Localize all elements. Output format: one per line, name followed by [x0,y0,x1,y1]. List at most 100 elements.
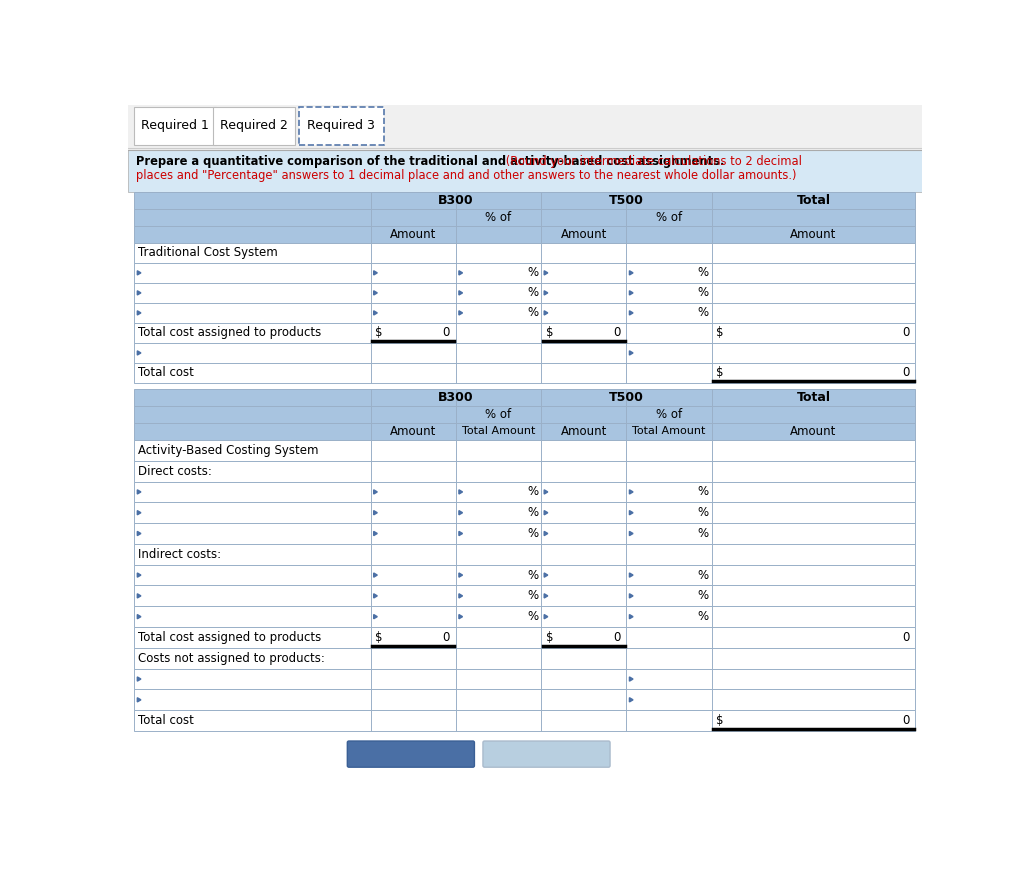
Text: 0: 0 [442,631,450,644]
Polygon shape [459,614,463,619]
Text: 0: 0 [902,714,909,727]
Bar [134,262,915,283]
Polygon shape [374,614,377,619]
Bar [134,226,915,243]
Text: Costs not assigned to products:: Costs not assigned to products: [138,652,325,665]
Bar [134,423,915,440]
Text: %: % [697,486,709,499]
Bar [134,481,915,502]
Bar [128,105,922,150]
Bar [134,668,915,690]
Polygon shape [630,697,633,702]
Bar [134,389,915,406]
Polygon shape [137,573,141,578]
Bar [134,648,915,668]
Polygon shape [459,290,463,295]
Polygon shape [459,594,463,598]
Bar [134,440,915,461]
Text: %: % [527,286,539,299]
Bar [134,107,216,145]
Text: Required 2: Required 2 [220,119,288,132]
Text: Total: Total [797,391,830,404]
Bar [134,192,915,209]
Bar [134,343,915,363]
Polygon shape [459,270,463,275]
Polygon shape [630,311,633,315]
Polygon shape [459,531,463,536]
Text: Prepare a quantitative comparison of the traditional and activity-based cost ass: Prepare a quantitative comparison of the… [136,156,724,169]
Text: Amount: Amount [791,228,837,241]
Text: 0: 0 [902,631,909,644]
Polygon shape [459,490,463,494]
Text: Amount: Amount [560,425,607,438]
Text: 0: 0 [902,367,909,380]
Text: Amount: Amount [791,425,837,438]
Text: $: $ [546,326,553,340]
Text: Traditional Cost System: Traditional Cost System [138,247,278,259]
Text: Amount: Amount [560,228,607,241]
Polygon shape [374,511,377,514]
Bar [134,627,915,648]
Polygon shape [374,290,377,295]
Polygon shape [544,511,548,514]
Polygon shape [374,573,377,578]
Text: %: % [697,569,709,582]
Text: %: % [527,266,539,279]
Text: Total: Total [797,194,830,207]
Text: $: $ [375,326,383,340]
Text: Total cost assigned to products: Total cost assigned to products [138,631,322,644]
Text: 0: 0 [442,326,450,340]
Text: $: $ [546,631,553,644]
Polygon shape [137,677,141,681]
Text: 0: 0 [902,326,909,340]
Polygon shape [630,351,633,355]
Bar [134,523,915,544]
Text: %: % [527,507,539,519]
Bar [134,243,915,262]
Text: %: % [527,569,539,582]
Polygon shape [137,614,141,619]
Polygon shape [630,511,633,514]
FancyBboxPatch shape [347,741,474,767]
Polygon shape [544,490,548,494]
Text: %: % [697,286,709,299]
Polygon shape [137,511,141,514]
Polygon shape [544,531,548,536]
Text: $: $ [716,714,724,727]
Text: %: % [697,266,709,279]
Polygon shape [630,594,633,598]
Text: Total cost: Total cost [138,714,194,727]
Text: B300: B300 [438,391,474,404]
Text: % of: % of [656,211,682,224]
Polygon shape [544,270,548,275]
Polygon shape [630,614,633,619]
Text: Amount: Amount [390,228,436,241]
Polygon shape [630,490,633,494]
Polygon shape [137,531,141,536]
Bar [134,209,915,226]
Polygon shape [374,311,377,315]
Polygon shape [137,697,141,702]
Bar [128,150,922,192]
Bar [134,606,915,627]
Polygon shape [544,614,548,619]
Text: Amount: Amount [390,425,436,438]
Text: Required 1: Required 1 [141,119,209,132]
Text: B300: B300 [438,194,474,207]
Text: Total cost: Total cost [138,367,194,380]
Text: Total Amount: Total Amount [632,426,706,437]
Text: Required 3 >: Required 3 > [505,747,588,760]
Text: %: % [527,486,539,499]
Text: %: % [527,306,539,319]
Polygon shape [630,531,633,536]
Polygon shape [137,594,141,598]
Bar [213,107,295,145]
Text: Total Amount: Total Amount [462,426,536,437]
Polygon shape [137,290,141,295]
Polygon shape [374,531,377,536]
Bar [134,564,915,585]
Polygon shape [374,594,377,598]
Text: % of: % of [485,408,512,421]
Text: %: % [527,590,539,602]
Polygon shape [137,270,141,275]
